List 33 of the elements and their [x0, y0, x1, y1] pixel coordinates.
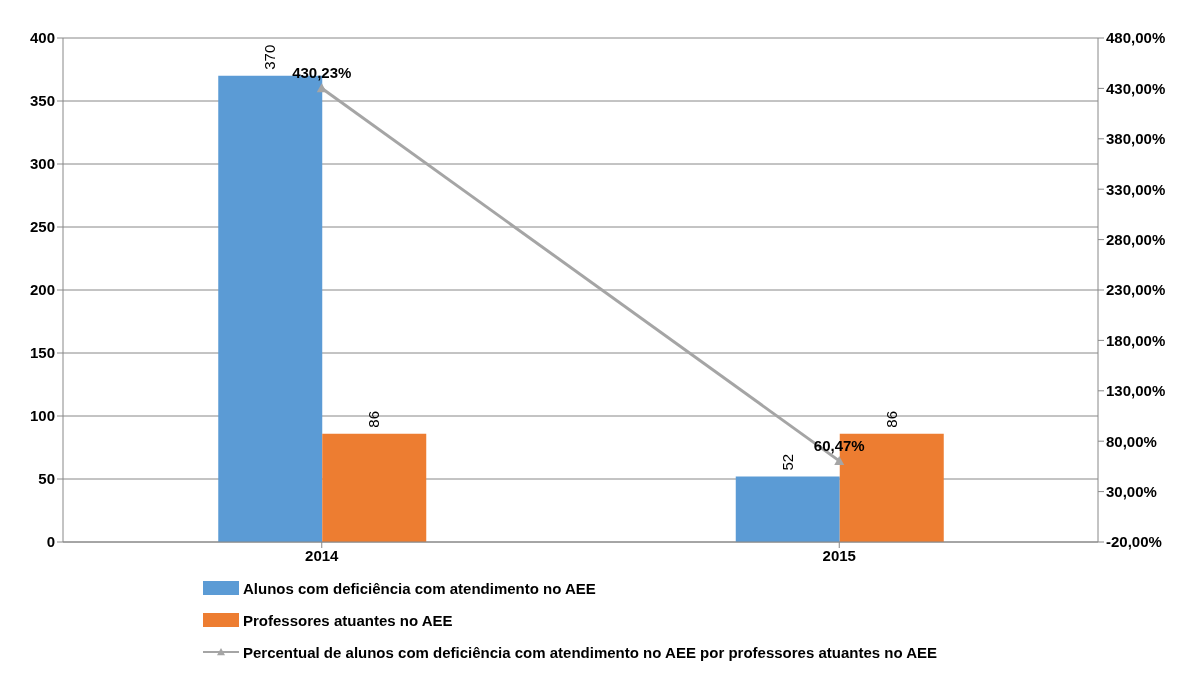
y-tick-label: 350 [29, 92, 55, 110]
x-tick-label: 2014 [305, 546, 340, 564]
y-tick-label: 150 [29, 344, 55, 362]
data-label: 370 [261, 44, 279, 70]
y2-tick-label: 280,00% [1106, 230, 1166, 248]
y2-tick-label: -20,00% [1106, 533, 1162, 551]
y-tick-label: 400 [29, 29, 55, 47]
y-tick-label: 100 [29, 407, 55, 425]
x-tick-label: 2015 [822, 546, 856, 564]
y2-tick-label: 480,00% [1106, 29, 1166, 47]
y2-tick-label: 430,00% [1106, 79, 1166, 97]
data-label: 86 [882, 410, 900, 428]
bar [322, 433, 427, 542]
data-label: 86 [365, 410, 383, 428]
y-tick-label: 200 [29, 281, 55, 299]
data-label: 430,23% [292, 64, 352, 82]
y2-tick-label: 30,00% [1106, 482, 1157, 500]
y2-tick-label: 130,00% [1106, 382, 1166, 400]
y2-tick-label: 330,00% [1106, 180, 1166, 198]
y2-tick-label: 230,00% [1106, 281, 1166, 299]
data-label: 60,47% [813, 436, 865, 454]
y2-tick-label: 380,00% [1106, 130, 1166, 148]
y-tick-label: 300 [29, 155, 55, 173]
legend-label: Alunos com deficiência com atendimento no AEE [243, 579, 596, 597]
y-tick-label: 50 [38, 470, 55, 488]
legend-label: Percentual de alunos com deficiência com atendimento no AEE por professores atuantes no AEE [243, 643, 938, 661]
bar [735, 476, 840, 542]
y2-tick-label: 180,00% [1106, 331, 1166, 349]
y-tick-label: 250 [29, 218, 55, 236]
y-tick-label: 0 [46, 533, 55, 551]
legend-label: Professores atuantes no AEE [243, 611, 453, 629]
y2-tick-label: 80,00% [1106, 432, 1157, 450]
data-label: 52 [778, 453, 796, 471]
